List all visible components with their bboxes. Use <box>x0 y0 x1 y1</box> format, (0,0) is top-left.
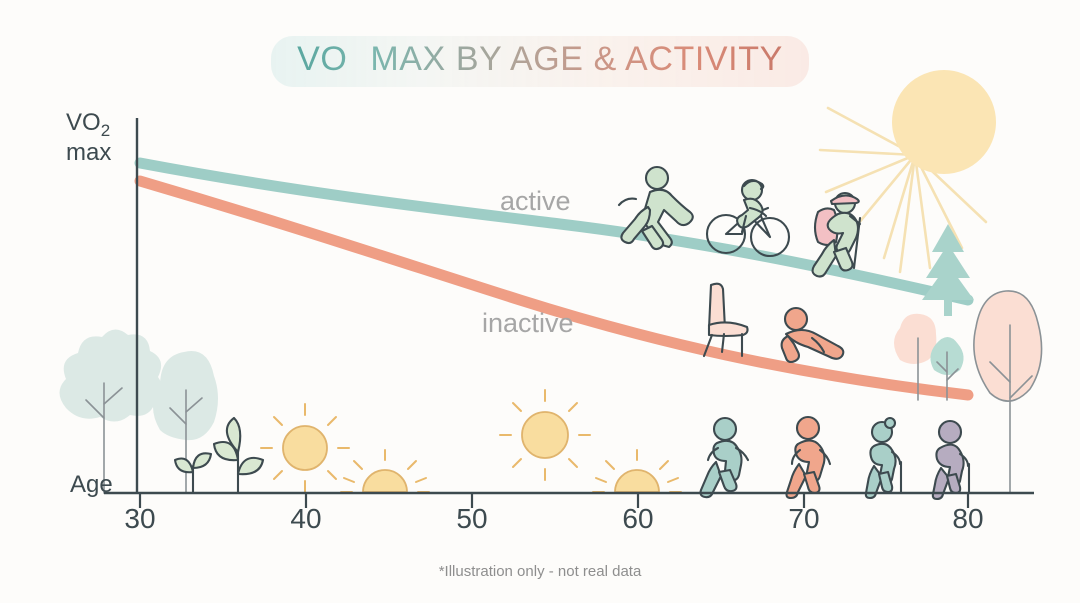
tree-pale-left-2-icon <box>153 351 218 494</box>
x-axis-ticks <box>138 493 970 508</box>
tree-pink-large-icon <box>973 290 1043 494</box>
tree-pink-small-icon <box>894 313 937 401</box>
tree-pale-left-icon <box>59 329 163 494</box>
x-tick-60: 60 <box>622 503 654 534</box>
reclining-person-icon <box>780 306 845 364</box>
pine-tree-icon <box>922 224 974 316</box>
sun-large-rays-icon <box>818 70 996 274</box>
x-tick-30: 30 <box>124 503 156 534</box>
x-tick-80: 80 <box>952 503 984 534</box>
x-tick-70: 70 <box>788 503 820 534</box>
y-axis-label-line2: max <box>66 138 112 166</box>
cane-person-icon <box>864 416 903 500</box>
seedling-large-icon <box>212 416 265 494</box>
sun-setting-icon <box>340 449 430 493</box>
active-curve <box>134 157 974 306</box>
y-axis-label-line1: VO2 <box>66 110 111 140</box>
x-tick-50: 50 <box>456 503 488 534</box>
seedling-small-icon <box>173 452 213 494</box>
x-axis-label: Age <box>70 471 113 498</box>
chair-icon <box>702 282 749 358</box>
sun-full-icon <box>260 403 350 493</box>
runner-icon <box>617 165 694 251</box>
y-axis-label-text: VO <box>66 109 101 136</box>
y-axis-label-sub: 2 <box>100 120 111 140</box>
y-axis-label: VO2 max <box>66 110 111 165</box>
hiker-icon <box>811 191 862 278</box>
sun-setting-2-icon <box>592 449 682 493</box>
x-tick-40: 40 <box>290 503 322 534</box>
sun-full-2-icon <box>499 389 591 481</box>
inactive-curve <box>134 175 974 401</box>
tree-teal-small-icon <box>930 337 964 401</box>
footnote: *Illustration only - not real data <box>438 563 642 580</box>
inactive-curve-label: inactive <box>482 308 574 338</box>
active-curve-label: active <box>500 186 571 216</box>
elderly-cane-person-icon <box>931 419 971 501</box>
stooping-person-icon <box>785 415 832 500</box>
cyclist-icon <box>705 178 791 258</box>
walking-person-icon <box>699 416 750 499</box>
